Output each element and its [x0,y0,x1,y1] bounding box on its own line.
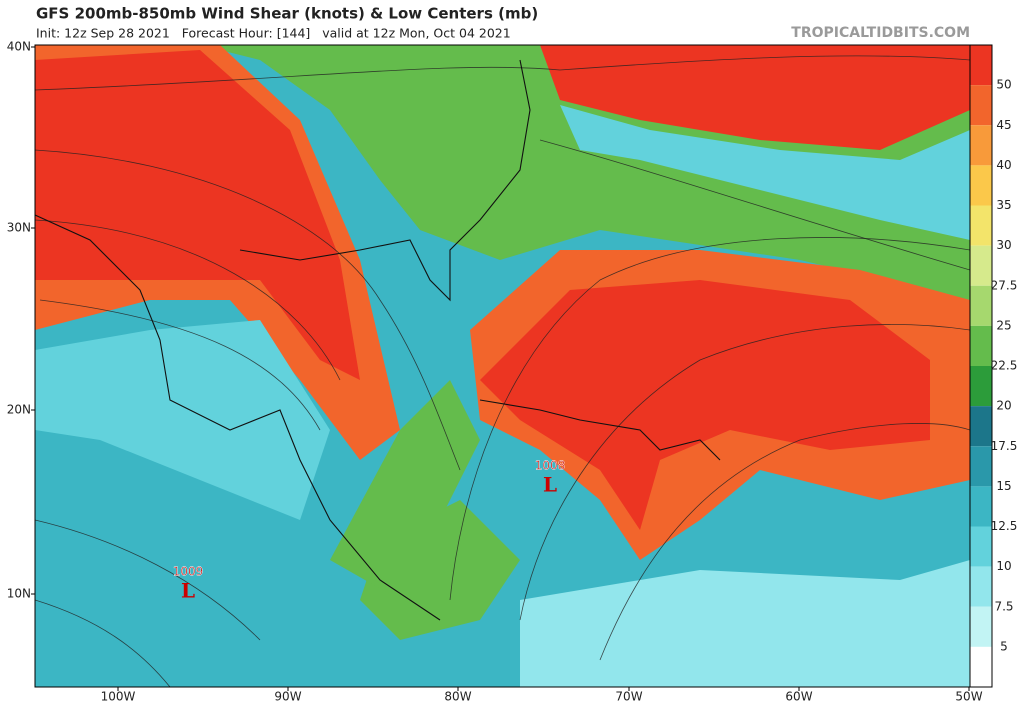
colorbar-swatch [970,646,992,687]
lat-label: 20N [7,403,31,417]
colorbar-swatch [970,446,992,487]
lat-label: 10N [7,587,31,601]
colorbar-label: 15 [996,479,1011,493]
colorbar-label: 30 [996,238,1011,252]
colorbar-label: 40 [996,158,1011,172]
colorbar-label: 35 [996,198,1011,212]
colorbar-swatch [970,205,992,246]
shear-field [540,45,970,150]
colorbar-label: 25 [996,318,1011,332]
colorbar-label: 45 [996,118,1011,132]
colorbar-label: 50 [996,78,1011,92]
colorbar-swatch [970,285,992,326]
colorbar-swatch [970,366,992,407]
lon-label: 60W [785,690,812,704]
shear-field [35,50,360,380]
subtitle: Init: 12z Sep 28 2021 Forecast Hour: [14… [36,26,511,41]
colorbar-label: 5 [1000,639,1008,653]
colorbar-label: 17.5 [991,439,1018,453]
colorbar-swatch [970,526,992,567]
low-pressure: 1009 [173,565,204,579]
lon-label: 70W [615,690,642,704]
lon-label: 90W [274,690,301,704]
map [34,44,971,688]
colorbar-swatch [970,85,992,126]
streamlines [35,55,970,687]
colorbar-label: 27.5 [991,278,1018,292]
lon-label: 50W [955,690,982,704]
lon-label: 100W [101,690,136,704]
colorbar-frame [969,44,993,688]
lat-label: 40N [7,40,31,54]
colorbar-swatch [970,125,992,166]
colorbar-swatch [970,165,992,206]
shear-field [560,105,970,240]
colorbar-label: 10 [996,559,1011,573]
colorbar-swatch [970,245,992,286]
shear-field [480,280,930,530]
shear-field [35,320,330,520]
low-symbol: L [181,579,195,603]
coastlines [35,59,721,621]
colorbar-swatch [970,45,992,86]
colorbar-swatch [970,486,992,527]
colorbar-swatch [970,606,992,647]
colorbar-label: 7.5 [994,599,1013,613]
lat-label: 30N [7,221,31,235]
colorbar-label: 20 [996,399,1011,413]
colorbar-swatch [970,325,992,366]
title: GFS 200mb-850mb Wind Shear (knots) & Low… [36,5,538,23]
colorbar-label: 12.5 [991,519,1018,533]
shear-field [330,380,480,600]
lon-label: 80W [444,690,471,704]
colorbar-swatch [970,566,992,607]
low-pressure: 1008 [535,459,566,473]
colorbar-label: 22.5 [991,359,1018,373]
colorbar-swatch [970,406,992,447]
low-symbol: L [543,473,557,497]
credit: TROPICALTIDBITS.COM [791,25,970,41]
